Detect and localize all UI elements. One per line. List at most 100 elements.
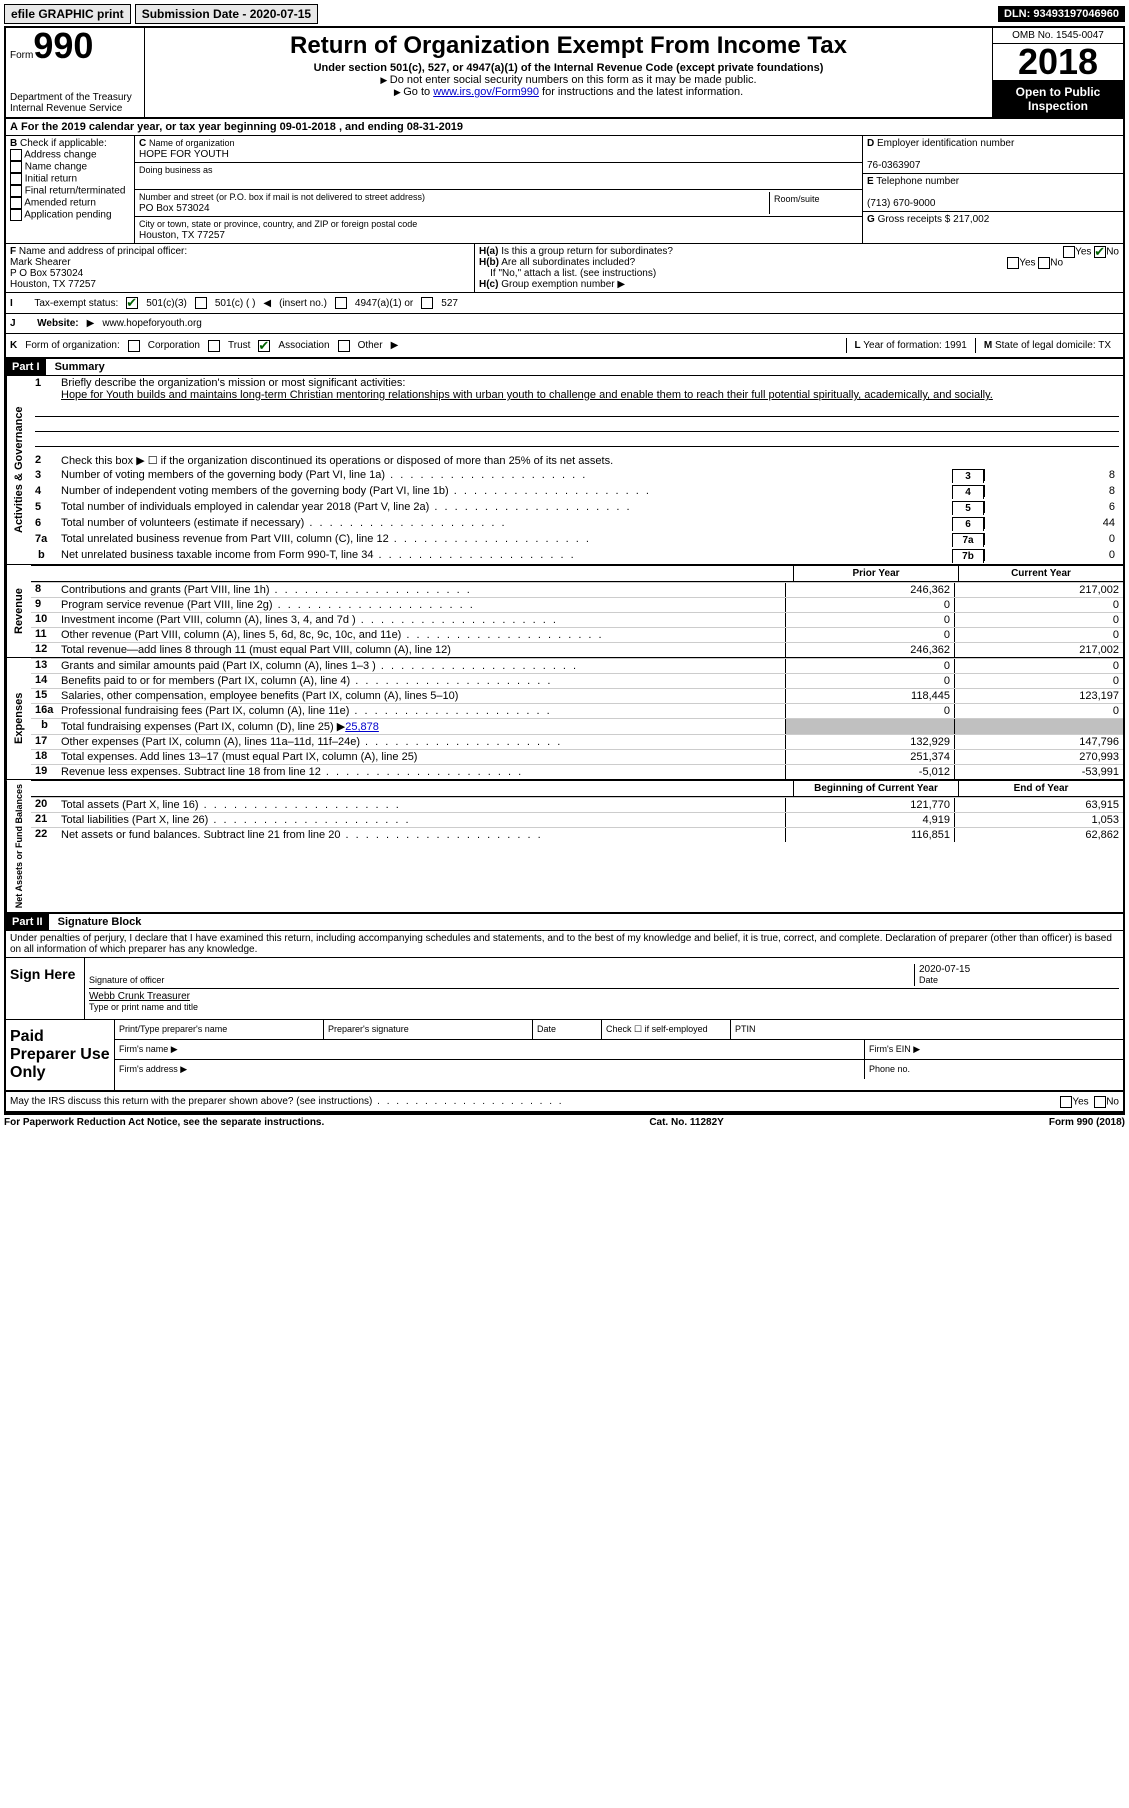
opt-addr-change: Address change xyxy=(24,150,96,161)
hb-no: No xyxy=(1050,258,1063,269)
part1-title: Summary xyxy=(49,359,111,375)
blank-line xyxy=(35,402,1119,417)
discuss-yes-checkbox[interactable] xyxy=(1060,1096,1072,1108)
paid-preparer-label: Paid Preparer Use Only xyxy=(6,1020,115,1090)
527-checkbox[interactable] xyxy=(421,297,433,309)
l10: Investment income (Part VIII, column (A)… xyxy=(61,613,785,627)
ha-no-checkbox[interactable] xyxy=(1094,246,1106,258)
sig-officer-label: Signature of officer xyxy=(89,975,164,985)
amended-checkbox[interactable] xyxy=(10,197,22,209)
l8: Contributions and grants (Part VIII, lin… xyxy=(61,583,785,597)
final-return-checkbox[interactable] xyxy=(10,185,22,197)
hb-yes-checkbox[interactable] xyxy=(1007,257,1019,269)
addr-change-checkbox[interactable] xyxy=(10,149,22,161)
p15: 118,445 xyxy=(785,689,954,703)
l22: Net assets or fund balances. Subtract li… xyxy=(61,828,785,842)
l15: Salaries, other compensation, employee b… xyxy=(61,689,785,703)
opt-name-change: Name change xyxy=(25,162,87,173)
trust-checkbox[interactable] xyxy=(208,340,220,352)
sig-date-label: Date xyxy=(919,975,938,985)
efile-print-button[interactable]: efile GRAPHIC print xyxy=(4,4,131,24)
irs-label: Internal Revenue Service xyxy=(10,103,140,114)
org-name-label: Name of organization xyxy=(149,138,235,148)
discuss-text: May the IRS discuss this return with the… xyxy=(10,1096,564,1107)
header-right: OMB No. 1545-0047 2018 Open to Public In… xyxy=(992,28,1123,117)
l16b-val[interactable]: 25,878 xyxy=(345,721,379,733)
pp-ptin-label: PTIN xyxy=(731,1020,1123,1039)
expenses-section: Expenses 13Grants and similar amounts pa… xyxy=(6,658,1123,780)
c14: 0 xyxy=(954,674,1123,688)
pp-date-label: Date xyxy=(533,1020,602,1039)
l3-text: Number of voting members of the governin… xyxy=(61,469,952,481)
hb-no-checkbox[interactable] xyxy=(1038,257,1050,269)
submission-date-button[interactable]: Submission Date - 2020-07-15 xyxy=(135,4,318,24)
corp-checkbox[interactable] xyxy=(128,340,140,352)
form-ref: Form 990 (2018) xyxy=(1049,1117,1125,1128)
prior-year-header: Prior Year xyxy=(793,566,958,581)
l13: Grants and similar amounts paid (Part IX… xyxy=(61,659,785,673)
org-address: PO Box 573024 xyxy=(139,203,210,214)
section-a: A For the 2019 calendar year, or tax yea… xyxy=(6,119,1123,136)
addr-label: Number and street (or P.O. box if mail i… xyxy=(139,192,425,202)
501c3-checkbox[interactable] xyxy=(126,297,138,309)
l7b-text: Net unrelated business taxable income fr… xyxy=(61,549,952,561)
l6-text: Total number of volunteers (estimate if … xyxy=(61,517,952,529)
l16a: Professional fundraising fees (Part IX, … xyxy=(61,704,785,718)
b20: 121,770 xyxy=(785,798,954,812)
officer-addr2: Houston, TX 77257 xyxy=(10,279,96,290)
form-subtitle: Under section 501(c), 527, or 4947(a)(1)… xyxy=(151,62,986,74)
header-left: Form990 Department of the Treasury Inter… xyxy=(6,28,145,117)
hb-label: Are all subordinates included? xyxy=(501,257,635,268)
other-checkbox[interactable] xyxy=(338,340,350,352)
revenue-section: Revenue Prior YearCurrent Year 8Contribu… xyxy=(6,565,1123,658)
c11: 0 xyxy=(954,628,1123,642)
p17: 132,929 xyxy=(785,735,954,749)
c19: -53,991 xyxy=(954,765,1123,779)
insert-no: (insert no.) xyxy=(279,298,327,309)
opt-corp: Corporation xyxy=(148,340,200,351)
c10: 0 xyxy=(954,613,1123,627)
section-bcdeg: B Check if applicable: Address change Na… xyxy=(6,136,1123,244)
v7a: 0 xyxy=(984,533,1119,545)
l19: Revenue less expenses. Subtract line 18 … xyxy=(61,765,785,779)
opt-trust: Trust xyxy=(228,340,250,351)
officer-name-title: Webb Crunk Treasurer xyxy=(89,991,190,1002)
firm-addr-label: Firm's address ▶ xyxy=(115,1060,865,1079)
initial-return-checkbox[interactable] xyxy=(10,173,22,185)
discuss-no-checkbox[interactable] xyxy=(1094,1096,1106,1108)
dept-treasury: Department of the Treasury xyxy=(10,92,140,103)
hb-note: If "No," attach a list. (see instruction… xyxy=(490,268,656,279)
form990-link[interactable]: www.irs.gov/Form990 xyxy=(433,86,539,98)
part2-header-row: Part II Signature Block xyxy=(6,914,1123,931)
pending-checkbox[interactable] xyxy=(10,209,22,221)
name-change-checkbox[interactable] xyxy=(10,161,22,173)
header-center: Return of Organization Exempt From Incom… xyxy=(145,28,992,117)
city-label: City or town, state or province, country… xyxy=(139,219,417,229)
l16b-pre: Total fundraising expenses (Part IX, col… xyxy=(61,721,345,733)
discuss-yes: Yes xyxy=(1072,1097,1088,1108)
room-label: Room/suite xyxy=(774,194,820,204)
c18: 270,993 xyxy=(954,750,1123,764)
p11: 0 xyxy=(785,628,954,642)
discuss-row: May the IRS discuss this return with the… xyxy=(6,1092,1123,1113)
c8: 217,002 xyxy=(954,583,1123,597)
e22: 62,862 xyxy=(954,828,1123,842)
phone-value: (713) 670-9000 xyxy=(867,198,935,209)
501c-checkbox[interactable] xyxy=(195,297,207,309)
officer-label: Name and address of principal officer: xyxy=(19,246,187,257)
firm-name-label: Firm's name ▶ xyxy=(115,1040,865,1059)
section-h: H(a) Is this a group return for subordin… xyxy=(475,244,1123,292)
opt-final: Final return/terminated xyxy=(25,186,126,197)
sign-here-block: Sign Here Signature of officer 2020-07-1… xyxy=(6,958,1123,1020)
form-title: Return of Organization Exempt From Incom… xyxy=(151,32,986,60)
l21: Total liabilities (Part X, line 26) xyxy=(61,813,785,827)
4947-checkbox[interactable] xyxy=(335,297,347,309)
section-fh: F Name and address of principal officer:… xyxy=(6,244,1123,293)
ssn-note: Do not enter social security numbers on … xyxy=(151,74,986,86)
l4-text: Number of independent voting members of … xyxy=(61,485,952,497)
c9: 0 xyxy=(954,598,1123,612)
firm-phone-label: Phone no. xyxy=(865,1060,1123,1079)
penalties-text: Under penalties of perjury, I declare th… xyxy=(6,931,1123,958)
ha-yes-checkbox[interactable] xyxy=(1063,246,1075,258)
assoc-checkbox[interactable] xyxy=(258,340,270,352)
